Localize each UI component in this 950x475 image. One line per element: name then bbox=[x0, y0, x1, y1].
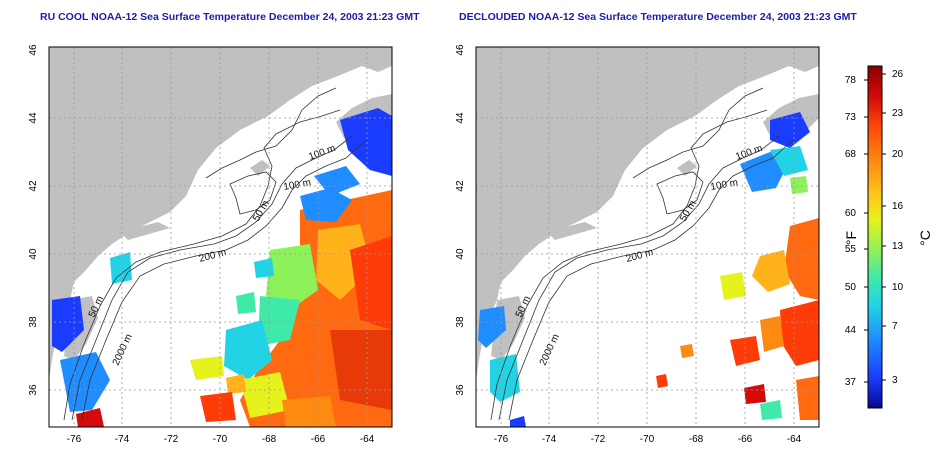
bathymetry-contours bbox=[63, 87, 367, 421]
y-tick-label: 46 bbox=[28, 44, 39, 56]
x-tick-label: -66 bbox=[311, 434, 326, 445]
left-map-title: RU COOL NOAA-12 Sea Surface Temperature … bbox=[40, 11, 420, 23]
bathymetry-contours bbox=[490, 87, 794, 421]
x-tick-label: -66 bbox=[738, 434, 753, 445]
c-tick-label: 13 bbox=[892, 241, 904, 252]
x-tick-label: -72 bbox=[164, 434, 179, 445]
y-tick-label: 38 bbox=[28, 316, 39, 328]
x-tick-label: -76 bbox=[67, 434, 82, 445]
y-tick-label: 42 bbox=[28, 180, 39, 192]
c-tick-label: 16 bbox=[892, 201, 904, 212]
c-tick-marks bbox=[882, 73, 886, 381]
y-tick-label: 46 bbox=[455, 44, 466, 56]
c-tick-label: 10 bbox=[892, 282, 904, 293]
left-sst-map: 100 m 100 m 50 m 200 m 50 m 2000 m -76 -… bbox=[28, 44, 393, 445]
land-mass bbox=[120, 222, 170, 240]
x-tick-label: -64 bbox=[360, 434, 375, 445]
x-tick-label: -76 bbox=[494, 434, 509, 445]
f-tick-label: 44 bbox=[845, 325, 857, 336]
y-tick-label: 44 bbox=[455, 112, 466, 124]
c-tick-label: 23 bbox=[892, 108, 904, 119]
y-tick-label: 36 bbox=[455, 384, 466, 396]
celsius-unit-label: °C bbox=[917, 230, 933, 246]
contour-label: 100 m bbox=[283, 177, 312, 193]
land-mass bbox=[49, 47, 392, 380]
f-tick-label: 73 bbox=[845, 112, 857, 123]
c-tick-label: 26 bbox=[892, 69, 904, 80]
y-tick-label: 40 bbox=[455, 248, 466, 260]
x-tick-label: -72 bbox=[591, 434, 606, 445]
map-frame bbox=[48, 46, 393, 428]
f-tick-label: 50 bbox=[845, 282, 857, 293]
f-tick-label: 37 bbox=[845, 377, 857, 388]
celsius-ticks: 26 23 20 16 13 10 7 3 bbox=[892, 69, 904, 386]
map-frame bbox=[475, 46, 820, 428]
f-tick-label: 55 bbox=[845, 244, 857, 255]
y-tick-label: 44 bbox=[28, 112, 39, 124]
x-axis-labels: -76 -74 -72 -70 -68 -66 -64 bbox=[67, 434, 375, 445]
f-tick-label: 78 bbox=[845, 75, 857, 86]
y-tick-label: 42 bbox=[455, 180, 466, 192]
f-tick-label: 60 bbox=[845, 208, 857, 219]
y-axis-labels: 46 44 42 40 38 36 bbox=[455, 44, 466, 396]
y-tick-label: 38 bbox=[455, 316, 466, 328]
x-tick-label: -64 bbox=[787, 434, 802, 445]
land-mass bbox=[677, 160, 697, 176]
y-tick-label: 40 bbox=[28, 248, 39, 260]
x-tick-label: -68 bbox=[689, 434, 704, 445]
fahrenheit-unit-label: °F bbox=[843, 231, 859, 245]
graticule bbox=[476, 47, 819, 427]
x-tick-label: -70 bbox=[640, 434, 655, 445]
sst-field bbox=[52, 108, 392, 427]
land-mass bbox=[250, 160, 270, 176]
c-tick-label: 7 bbox=[892, 321, 898, 332]
temperature-colorbar: 78 73 68 60 55 50 44 37 26 23 20 16 13 1… bbox=[843, 65, 933, 409]
land-mass bbox=[476, 47, 819, 380]
right-sst-map: 100 m 100 m 50 m 200 m 50 m 2000 m -76 -… bbox=[455, 44, 820, 445]
x-axis-labels: -76 -74 -72 -70 -68 -66 -64 bbox=[494, 434, 802, 445]
f-tick-marks bbox=[864, 79, 868, 383]
y-axis-labels: 46 44 42 40 38 36 bbox=[28, 44, 39, 396]
graticule bbox=[49, 47, 392, 427]
c-tick-label: 3 bbox=[892, 375, 898, 386]
right-map-title: DECLOUDED NOAA-12 Sea Surface Temperatur… bbox=[459, 11, 857, 23]
colorbar-scale bbox=[867, 65, 883, 409]
f-tick-label: 68 bbox=[845, 149, 857, 160]
x-tick-label: -74 bbox=[115, 434, 130, 445]
x-tick-label: -74 bbox=[542, 434, 557, 445]
contour-labels: 100 m 100 m 50 m 200 m 50 m 2000 m bbox=[514, 143, 764, 367]
x-tick-label: -70 bbox=[213, 434, 228, 445]
contour-label: 100 m bbox=[710, 177, 739, 193]
x-tick-label: -68 bbox=[262, 434, 277, 445]
land-mass bbox=[547, 222, 597, 240]
y-tick-label: 36 bbox=[28, 384, 39, 396]
fahrenheit-ticks: 78 73 68 60 55 50 44 37 bbox=[845, 75, 857, 388]
c-tick-label: 20 bbox=[892, 149, 904, 160]
